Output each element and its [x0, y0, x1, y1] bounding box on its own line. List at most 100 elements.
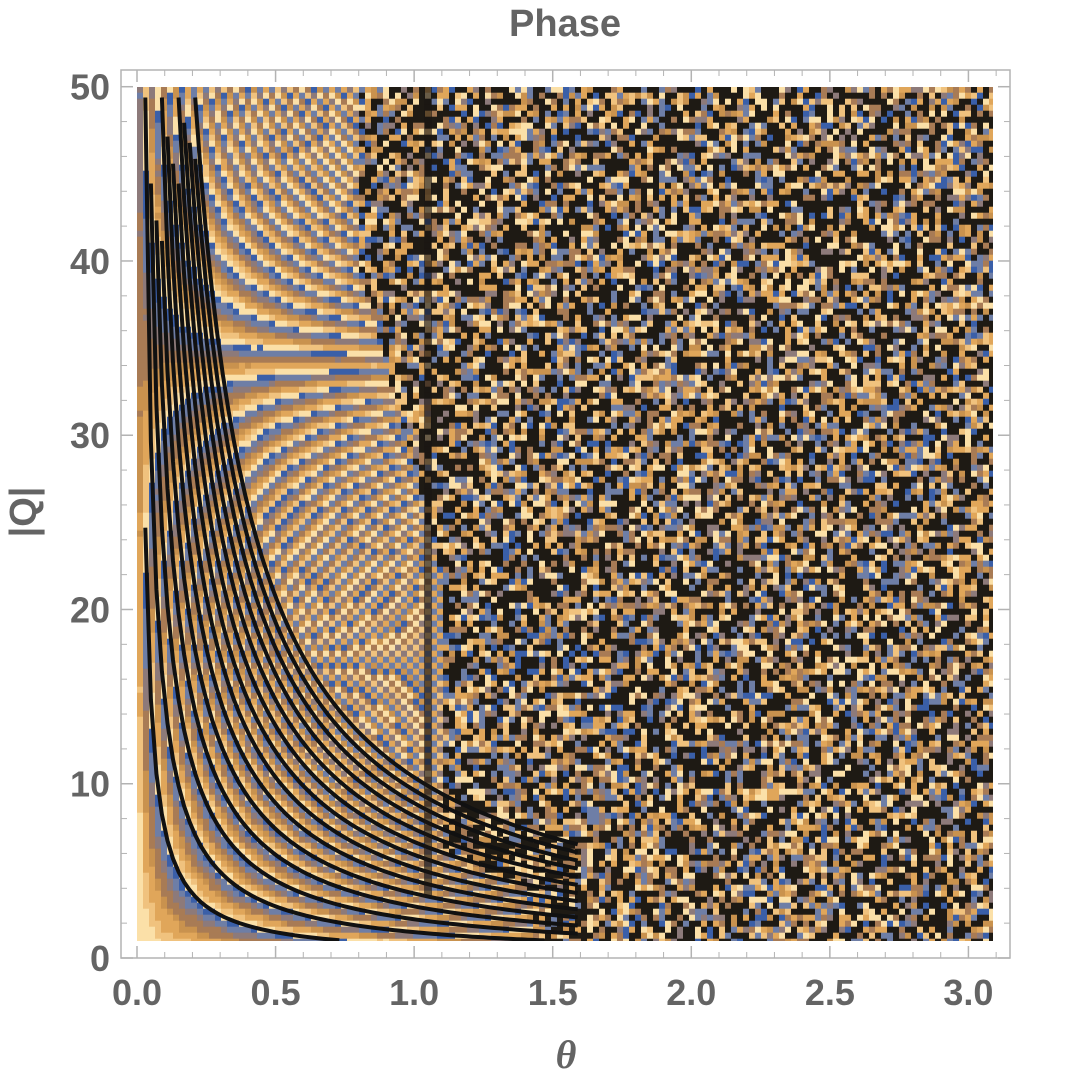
contour-cell	[263, 213, 270, 220]
contour-cell	[287, 735, 294, 742]
contour-cell	[221, 933, 228, 940]
contour-cell	[335, 297, 342, 304]
contour-cell	[335, 855, 342, 862]
contour-cell	[239, 243, 246, 250]
contour-cell	[299, 423, 306, 430]
contour-cell	[299, 201, 306, 208]
contour-cell	[245, 93, 252, 100]
contour-cell	[317, 543, 324, 550]
contour-cell	[275, 93, 282, 100]
contour-cell	[161, 849, 168, 856]
contour-cell	[317, 255, 324, 262]
contour-cell	[323, 177, 330, 184]
contour-cell	[341, 807, 348, 814]
contour-cell	[263, 219, 270, 226]
contour-cell	[341, 183, 348, 190]
contour-cell	[269, 267, 276, 274]
contour-cell	[143, 843, 150, 850]
contour-cell	[341, 177, 348, 184]
contour-cell	[341, 201, 348, 208]
contour-cell	[245, 99, 252, 106]
contour-cell	[185, 795, 192, 802]
contour-cell	[239, 411, 246, 418]
contour-cell	[137, 597, 144, 604]
contour-cell	[251, 903, 258, 910]
contour-cell	[317, 189, 324, 196]
contour-cell	[155, 183, 162, 190]
contour-cell	[245, 381, 252, 388]
contour-cell	[209, 195, 216, 202]
contour-cell	[215, 195, 222, 202]
contour-cell	[173, 933, 180, 940]
contour-cell	[299, 291, 306, 298]
contour-cell	[275, 303, 282, 310]
contour-cell	[251, 333, 258, 340]
contour-cell	[179, 831, 186, 838]
contour-cell	[137, 771, 144, 778]
contour-cell	[281, 141, 288, 148]
contour-cell	[323, 267, 330, 274]
contour-cell	[263, 405, 270, 412]
contour-cell	[215, 147, 222, 154]
contour-cell	[293, 813, 300, 820]
contour-cell	[329, 423, 336, 430]
contour-cell	[173, 639, 180, 646]
contour-cell	[275, 261, 282, 268]
contour-cell	[311, 123, 318, 130]
contour-cell	[341, 387, 348, 394]
contour-cell	[281, 723, 288, 730]
contour-cell	[335, 417, 342, 424]
contour-cell	[155, 933, 162, 940]
contour-cell	[275, 321, 282, 328]
contour-cell	[311, 867, 318, 874]
contour-cell	[335, 387, 342, 394]
contour-cell	[167, 99, 174, 106]
contour-cell	[137, 207, 144, 214]
contour-cell	[173, 897, 180, 904]
contour-cell	[263, 885, 270, 892]
contour-cell	[341, 327, 348, 334]
contour-cell	[179, 87, 186, 94]
contour-cell	[221, 303, 228, 310]
contour-cell	[323, 249, 330, 256]
contour-cell	[137, 141, 144, 148]
contour-cell	[299, 639, 306, 646]
contour-cell	[137, 459, 144, 466]
contour-cell	[323, 285, 330, 292]
contour-cell	[251, 225, 258, 232]
contour-cell	[281, 129, 288, 136]
contour-cell	[269, 549, 276, 556]
contour-cell	[317, 333, 324, 340]
contour-cell	[287, 159, 294, 166]
contour-cell	[287, 807, 294, 814]
contour-cell	[323, 231, 330, 238]
contour-cell	[341, 609, 348, 616]
contour-cell	[209, 699, 216, 706]
contour-cell	[305, 195, 312, 202]
contour-cell	[233, 285, 240, 292]
contour-cell	[299, 609, 306, 616]
contour-cell	[287, 243, 294, 250]
contour-cell	[281, 477, 288, 484]
contour-cell	[143, 489, 150, 496]
contour-cell	[335, 219, 342, 226]
contour-cell	[275, 897, 282, 904]
contour-cell	[269, 177, 276, 184]
contour-cell	[323, 279, 330, 286]
contour-cell	[341, 579, 348, 586]
contour-cell	[329, 465, 336, 472]
contour-cell	[137, 843, 144, 850]
contour-cell	[317, 219, 324, 226]
contour-cell	[287, 435, 294, 442]
contour-cell	[269, 255, 276, 262]
contour-cell	[323, 237, 330, 244]
contour-cell	[215, 933, 222, 940]
contour-cell	[143, 465, 150, 472]
contour-cell	[275, 837, 282, 844]
contour-cell	[173, 633, 180, 640]
contour-cell	[287, 663, 294, 670]
contour-cell	[227, 861, 234, 868]
contour-cell	[305, 171, 312, 178]
contour-cell	[245, 777, 252, 784]
contour-cell	[329, 105, 336, 112]
